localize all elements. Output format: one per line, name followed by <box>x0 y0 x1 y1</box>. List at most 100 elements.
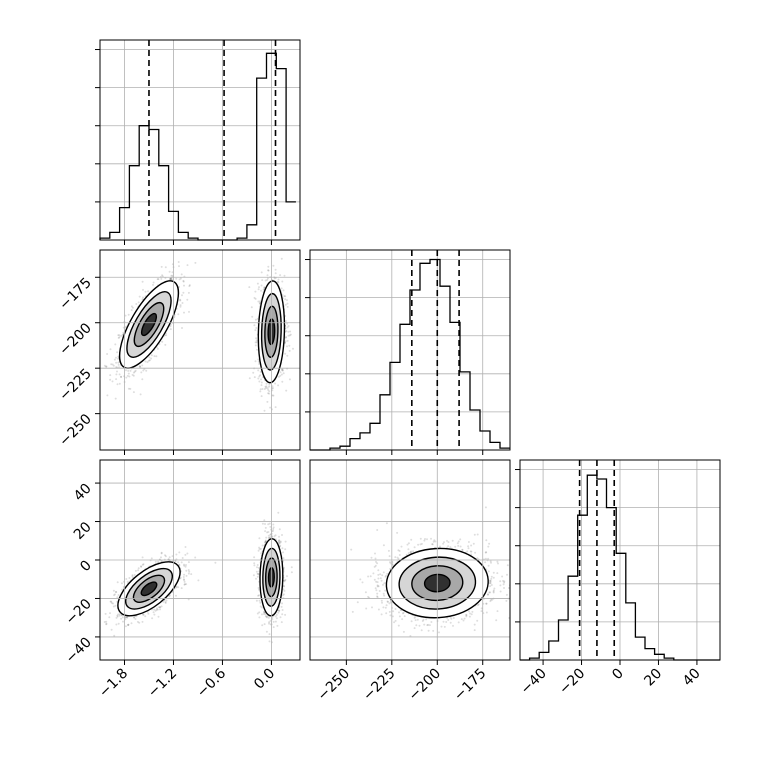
scatter-point <box>144 360 147 363</box>
scatter-point <box>271 385 274 388</box>
scatter-point <box>194 556 197 559</box>
scatter-point <box>124 618 127 621</box>
scatter-point <box>267 523 270 526</box>
scatter-point <box>170 277 173 280</box>
scatter-point <box>116 581 119 584</box>
scatter-point <box>117 363 120 366</box>
scatter-point <box>197 579 200 582</box>
scatter-point <box>164 602 167 604</box>
scatter-point <box>260 552 263 555</box>
scatter-point <box>284 340 287 343</box>
scatter-point <box>157 606 160 609</box>
scatter-point <box>105 365 108 368</box>
scatter-point <box>282 551 285 554</box>
scatter-point <box>258 546 261 549</box>
scatter-point <box>290 566 293 569</box>
scatter-point <box>137 569 140 572</box>
scatter-point <box>118 336 121 339</box>
scatter-point <box>259 547 262 550</box>
scatter-point <box>272 528 275 530</box>
scatter-point <box>168 595 171 598</box>
scatter-point <box>173 315 176 318</box>
scatter-point <box>282 593 285 596</box>
scatter-point <box>260 395 263 398</box>
scatter-point <box>256 572 259 575</box>
scatter-point <box>287 334 290 337</box>
scatter-point <box>264 540 267 543</box>
scatter-point <box>132 391 135 394</box>
scatter-point <box>151 617 154 620</box>
scatter-point <box>287 325 290 327</box>
scatter-point <box>248 286 251 289</box>
scatter-point <box>257 549 260 552</box>
scatter-point <box>281 547 284 550</box>
scatter-point <box>178 278 181 281</box>
scatter-point <box>168 556 171 559</box>
scatter-point <box>278 535 280 538</box>
scatter-point <box>106 394 109 397</box>
scatter-point <box>182 280 185 283</box>
scatter-point <box>155 608 158 611</box>
scatter-point <box>273 535 276 538</box>
scatter-point <box>250 306 253 309</box>
scatter-point <box>160 605 163 608</box>
scatter-point <box>109 612 111 615</box>
scatter-point <box>269 406 272 409</box>
scatter-point <box>281 369 284 372</box>
scatter-point <box>115 356 117 359</box>
scatter-point <box>183 564 186 567</box>
scatter-point <box>169 278 172 280</box>
scatter-point <box>257 358 260 361</box>
scatter-point <box>118 334 121 337</box>
scatter-point <box>274 268 277 271</box>
scatter-point <box>258 286 260 289</box>
scatter-point <box>183 583 186 586</box>
scatter-point <box>113 634 116 637</box>
scatter-point <box>268 385 271 388</box>
scatter-point <box>280 621 283 624</box>
scatter-point <box>251 315 254 318</box>
scatter-point <box>134 569 137 572</box>
scatter-point <box>183 579 186 582</box>
scatter-point <box>265 382 268 385</box>
scatter-point <box>127 624 129 627</box>
scatter-point <box>129 387 132 390</box>
scatter-point <box>154 560 157 563</box>
scatter-point <box>175 586 178 589</box>
scatter-point <box>174 560 177 563</box>
scatter-point <box>258 363 261 365</box>
scatter-point <box>160 551 163 554</box>
scatter-point <box>259 390 262 393</box>
scatter-point <box>274 534 277 537</box>
scatter-point <box>182 576 185 578</box>
scatter-point <box>126 616 129 619</box>
scatter-point <box>283 566 285 569</box>
scatter-point <box>279 540 282 543</box>
scatter-point <box>121 588 124 591</box>
scatter-point <box>264 279 267 282</box>
scatter-point <box>266 531 269 534</box>
scatter-point <box>284 298 287 301</box>
scatter-point <box>180 561 183 564</box>
scatter-point <box>256 282 259 285</box>
scatter-point <box>280 373 283 376</box>
scatter-point <box>126 616 129 618</box>
scatter-point <box>145 369 148 372</box>
scatter-point <box>124 616 127 619</box>
scatter-point <box>150 557 153 560</box>
scatter-point <box>285 330 288 332</box>
scatter-point <box>148 359 151 362</box>
scatter-point <box>267 534 270 537</box>
scatter-point <box>127 623 130 626</box>
scatter-point <box>264 539 267 542</box>
scatter-point <box>153 613 156 616</box>
scatter-point <box>277 511 280 514</box>
scatter-point <box>131 373 134 376</box>
scatter-point <box>277 611 280 614</box>
scatter-point <box>127 372 130 375</box>
scatter-point <box>267 269 270 272</box>
scatter-point <box>143 368 146 371</box>
scatter-point <box>141 364 144 367</box>
scatter-point <box>188 284 191 287</box>
scatter-point <box>105 622 108 625</box>
